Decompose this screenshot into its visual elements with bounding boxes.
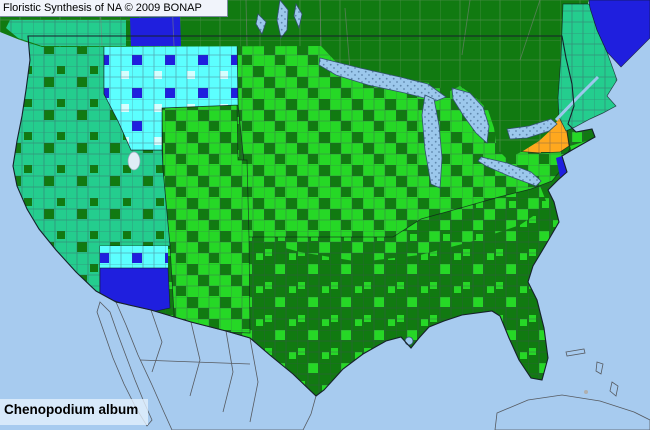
species-name-text: Chenopodium album (4, 402, 139, 417)
lake-michigan (421, 94, 443, 189)
great-salt-lake (127, 151, 141, 171)
bahamas (565, 348, 619, 397)
canada (0, 0, 589, 159)
lake-pontchartrain (404, 336, 414, 346)
lake-ontario (506, 118, 558, 140)
map-title: Floristic Synthesis of NA © 2009 BONAP (0, 0, 228, 17)
great-lakes (127, 0, 600, 346)
baja-california (96, 301, 153, 427)
province-borders (99, 0, 541, 71)
region-rockies-bright-green (161, 104, 251, 334)
canada-bc-teal (6, 20, 126, 46)
lake-superior (318, 57, 447, 102)
species-label: Chenopodium album (0, 399, 149, 425)
region-arizona-cyan (100, 246, 168, 268)
lake-winnipeg (276, 0, 289, 39)
st-lawrence-river (554, 75, 600, 122)
region-maine-blue (588, 0, 650, 68)
region-idaho-montana-cyan (103, 36, 239, 151)
lake-erie (477, 156, 542, 187)
mexico-state-lines (139, 309, 259, 423)
cuba (494, 394, 650, 430)
us-outline (12, 35, 596, 397)
lake-huron (451, 87, 490, 144)
canada-blue-block (130, 17, 181, 46)
map-title-text: Floristic Synthesis of NA © 2009 BONAP (3, 2, 202, 14)
